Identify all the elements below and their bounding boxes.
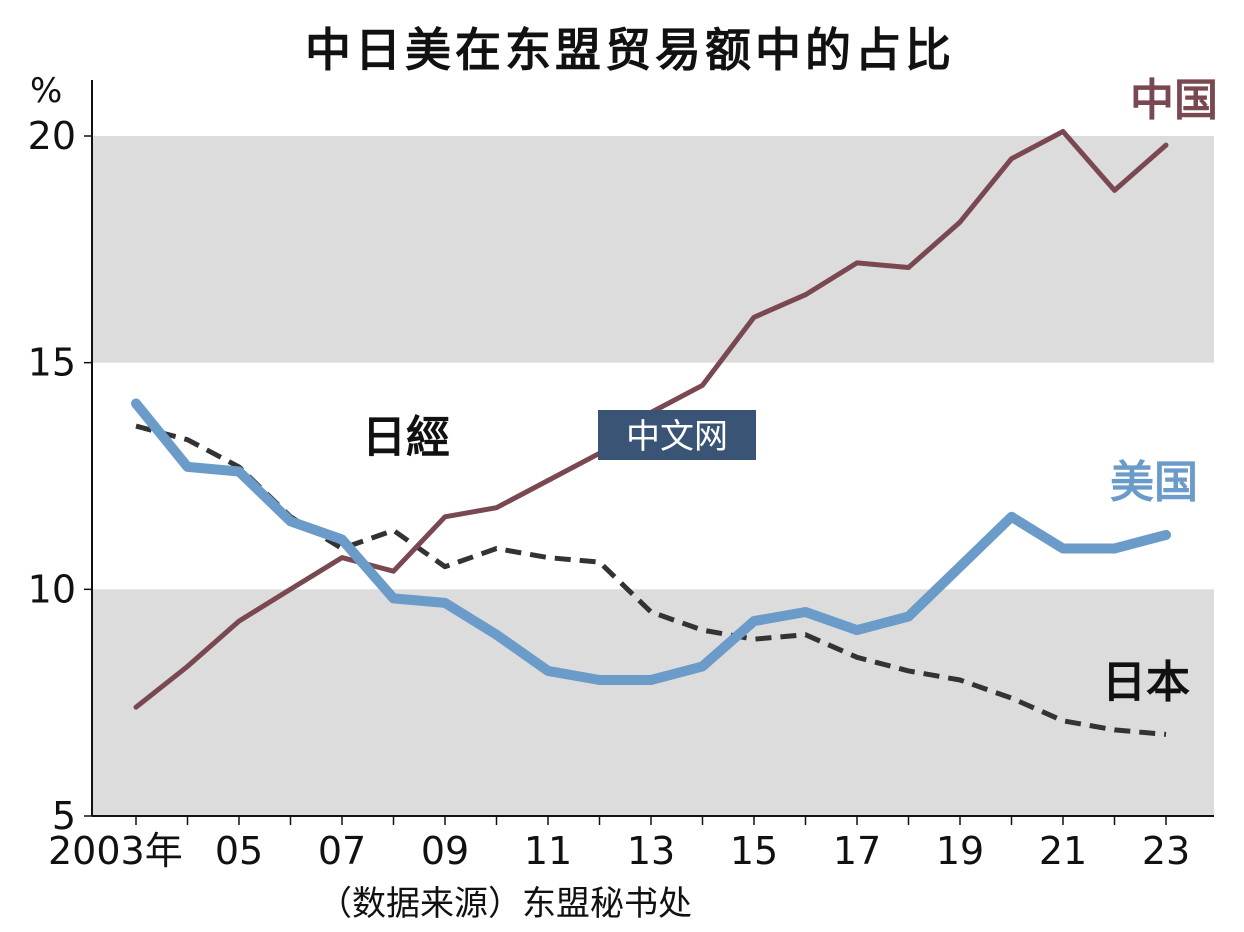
x-tick-label: 05 <box>215 829 263 873</box>
y-tick-label: 20 <box>28 114 76 158</box>
y-tick-label: 15 <box>28 341 76 385</box>
x-tick-label: 09 <box>421 829 469 873</box>
x-tick-label: 15 <box>730 829 778 873</box>
chart-title: 中日美在东盟贸易额中的占比 <box>305 23 955 77</box>
watermark-badge-text: 中文网 <box>626 417 728 457</box>
band-1 <box>92 136 1214 363</box>
series-line-usa <box>131 398 1171 685</box>
x-axis-ticks: 2003年 05 07 09 11 13 15 17 19 21 23 <box>48 816 1190 873</box>
x-tick-label: 17 <box>833 829 881 873</box>
x-tick-label: 21 <box>1039 829 1087 873</box>
y-axis-ticks: 5 10 15 20 <box>28 114 92 838</box>
series-label-china: 中国 <box>1130 75 1218 126</box>
x-tick-label: 13 <box>627 829 675 873</box>
series-label-japan: 日本 <box>1102 657 1190 708</box>
x-tick-label: 19 <box>936 829 984 873</box>
source-note: （数据来源）东盟秘书处 <box>318 884 692 924</box>
y-axis-unit: % <box>30 71 62 111</box>
x-tick-label: 07 <box>318 829 366 873</box>
watermark-logo: 日經 <box>362 412 450 463</box>
y-tick-label: 10 <box>28 567 76 611</box>
x-tick-label: 11 <box>524 829 572 873</box>
x-tick-label: 23 <box>1142 829 1190 873</box>
x-tick-label: 2003年 <box>48 829 183 873</box>
watermark: 日經 中文网 <box>362 410 756 463</box>
series-label-usa: 美国 <box>1110 457 1198 508</box>
axes <box>91 80 1214 817</box>
watermark-badge <box>598 410 756 460</box>
y-tick-label: 5 <box>52 794 76 838</box>
band-0 <box>92 589 1214 816</box>
